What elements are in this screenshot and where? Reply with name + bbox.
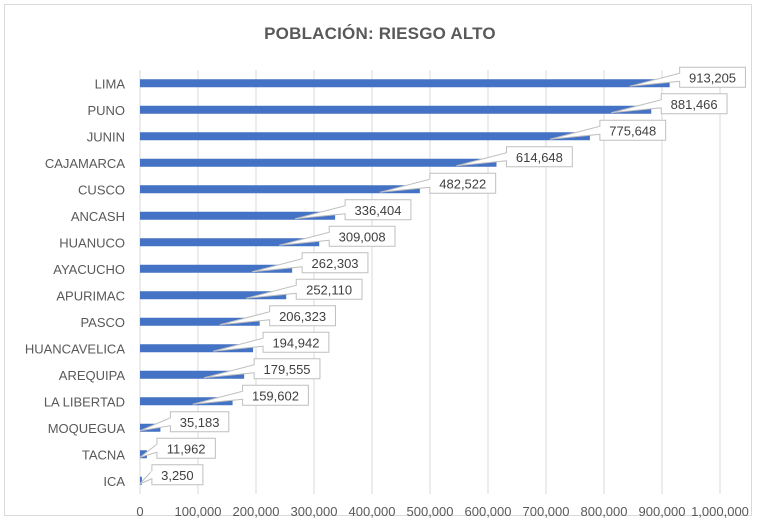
x-tick-label: 300,000 bbox=[291, 504, 338, 519]
category-label: ICA bbox=[103, 474, 125, 489]
data-label: 194,942 bbox=[272, 335, 319, 350]
bar bbox=[140, 476, 142, 485]
data-label: 3,250 bbox=[161, 468, 194, 483]
category-label: JUNIN bbox=[87, 129, 125, 144]
category-label: APURIMAC bbox=[56, 288, 125, 303]
x-tick-label: 900,000 bbox=[639, 504, 686, 519]
bar bbox=[140, 211, 336, 220]
bar bbox=[140, 185, 420, 194]
x-tick-label: 800,000 bbox=[581, 504, 628, 519]
data-label: 881,466 bbox=[671, 97, 718, 112]
bar bbox=[140, 158, 497, 167]
category-label: LA LIBERTAD bbox=[44, 394, 125, 409]
bar bbox=[140, 291, 287, 300]
x-tick-label: 500,000 bbox=[407, 504, 454, 519]
x-tick-label: 400,000 bbox=[349, 504, 396, 519]
bar bbox=[140, 105, 652, 114]
category-label: CAJAMARCA bbox=[45, 156, 126, 171]
category-label: TACNA bbox=[82, 447, 125, 462]
data-label: 775,648 bbox=[609, 123, 656, 138]
x-tick-label: 100,000 bbox=[175, 504, 222, 519]
bar bbox=[140, 397, 233, 406]
data-label: 614,648 bbox=[516, 150, 563, 165]
category-label: PASCO bbox=[80, 315, 125, 330]
category-label: AREQUIPA bbox=[59, 368, 126, 383]
bar bbox=[140, 79, 670, 88]
category-label: MOQUEGUA bbox=[48, 421, 126, 436]
chart-frame bbox=[4, 4, 752, 516]
category-label: HUANCAVELICA bbox=[25, 341, 126, 356]
data-label: 179,555 bbox=[264, 362, 311, 377]
data-label: 336,404 bbox=[355, 203, 402, 218]
x-tick-label: 600,000 bbox=[465, 504, 512, 519]
data-label: 206,323 bbox=[279, 309, 326, 324]
chart-title: POBLACIÓN: RIESGO ALTO bbox=[264, 24, 496, 43]
data-label: 35,183 bbox=[180, 415, 220, 430]
data-label: 159,602 bbox=[252, 388, 299, 403]
data-label: 309,008 bbox=[339, 229, 386, 244]
x-tick-label: 1,000,000 bbox=[691, 504, 749, 519]
data-label: 11,962 bbox=[167, 441, 206, 456]
bar bbox=[140, 317, 260, 326]
category-label: CUSCO bbox=[78, 182, 125, 197]
category-label: ANCASH bbox=[71, 209, 125, 224]
x-tick-label: 200,000 bbox=[233, 504, 280, 519]
bar bbox=[140, 132, 590, 141]
bar bbox=[140, 238, 320, 247]
bar bbox=[140, 264, 293, 273]
category-label: PUNO bbox=[87, 103, 125, 118]
category-label: HUANUCO bbox=[59, 235, 125, 250]
x-tick-label: 700,000 bbox=[523, 504, 570, 519]
data-label: 262,303 bbox=[312, 256, 359, 271]
data-label: 252,110 bbox=[306, 282, 352, 297]
data-label: 913,205 bbox=[689, 70, 736, 85]
bar bbox=[140, 344, 254, 353]
bar bbox=[140, 370, 245, 379]
x-tick-label: 0 bbox=[136, 504, 143, 519]
category-label: LIMA bbox=[95, 76, 126, 91]
data-label: 482,522 bbox=[439, 176, 486, 191]
category-label: AYACUCHO bbox=[53, 262, 125, 277]
